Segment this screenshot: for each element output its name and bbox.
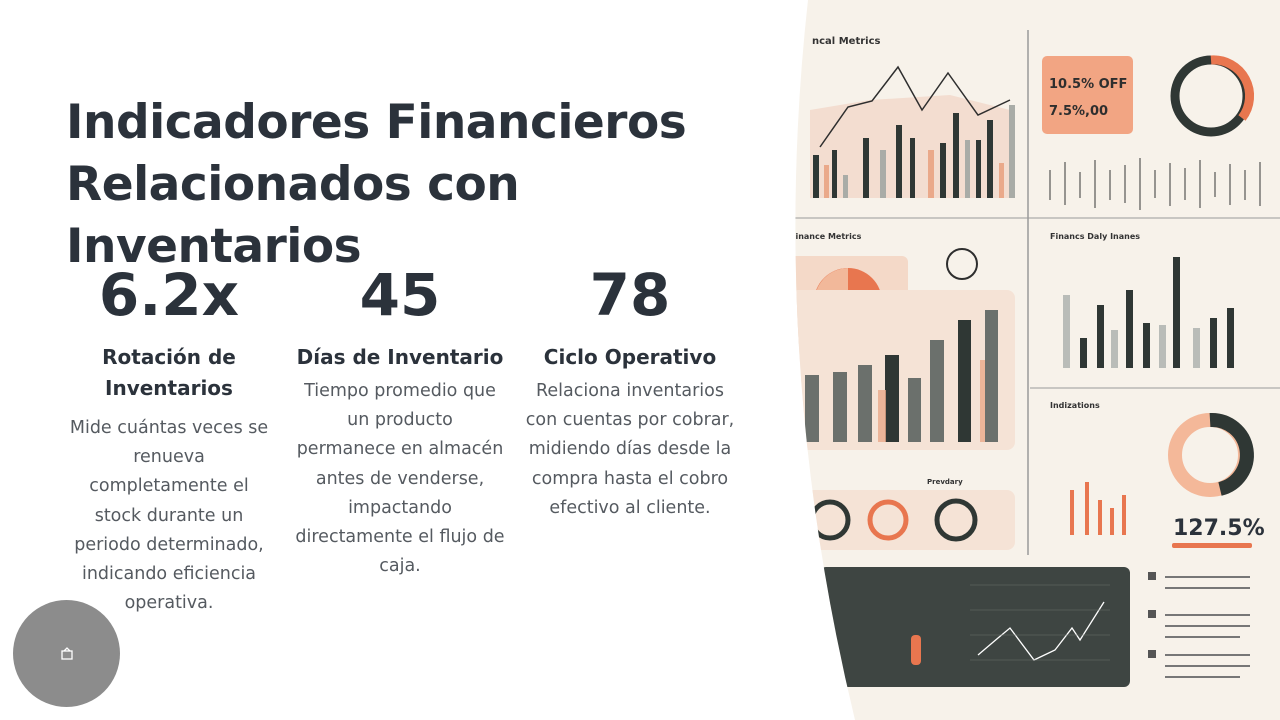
metric: 78 Ciclo Operativo Relaciona inventarios… (525, 258, 735, 523)
metric-label: Rotación de Inventarios (102, 345, 236, 400)
metric-value: 45 (359, 261, 441, 329)
button-icon (60, 646, 73, 660)
metric-value: 6.2x (98, 261, 240, 329)
promo-text: 10.5% OFF (1049, 77, 1127, 92)
metric: 6.2x Rotación de Inventarios Mide cuánta… (64, 258, 274, 630)
metric-description: Relaciona inventarios con cuentas por co… (525, 381, 735, 518)
metric-value: 78 (589, 261, 671, 329)
slide-title: Indicadores Financieros Relacionados con… (66, 95, 687, 274)
panel-title: ncal Metrics (812, 36, 881, 47)
metric-description: Mide cuántas veces se renueva completame… (69, 418, 269, 614)
panel-title: Indizations (1050, 401, 1100, 410)
floating-button[interactable] (13, 600, 120, 707)
panel-title: Prevdary (927, 478, 963, 486)
big-figure: 127.5% (1173, 516, 1265, 541)
panel-title: Financs Daly Inanes (1050, 232, 1140, 241)
metric-label: Días de Inventario (296, 345, 504, 369)
metric-label: Ciclo Operativo (543, 345, 717, 369)
panel-title: Finance Metrics (790, 232, 862, 241)
promo-text: 7.5%,00 (1049, 104, 1108, 119)
metric: 45 Días de Inventario Tiempo promedio qu… (295, 258, 505, 581)
metric-description: Tiempo promedio que un producto permanec… (295, 381, 505, 577)
dashboard-illustration: ncal Metrics 10.5% OFF 7.5%,00 Finance M… (790, 0, 1280, 720)
